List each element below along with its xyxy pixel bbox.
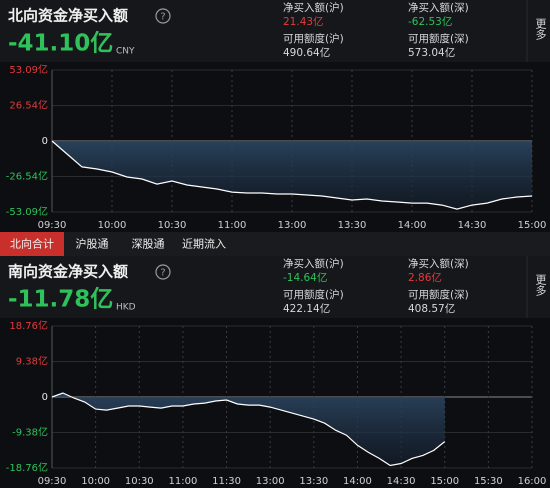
- y-tick-label: -53.09亿: [6, 205, 48, 218]
- y-tick-label: -26.54亿: [6, 169, 48, 182]
- y-tick-label: 9.38亿: [16, 355, 48, 368]
- currency: HKD: [116, 303, 136, 313]
- stat-label: 可用额度(沪): [283, 32, 344, 45]
- tab[interactable]: 北向合计: [10, 237, 54, 251]
- stat-value: 2.86亿: [408, 271, 442, 284]
- stat-value: 422.14亿: [283, 302, 330, 315]
- x-tick-label: 15:00: [518, 220, 547, 231]
- y-tick-label: 0: [42, 136, 48, 147]
- x-tick-label: 14:30: [387, 476, 416, 487]
- x-tick-label: 11:00: [218, 220, 247, 231]
- stat-label: 可用额度(深): [408, 288, 469, 301]
- x-tick-label: 10:00: [81, 476, 110, 487]
- tab-bar-bg: [0, 232, 550, 256]
- area: [52, 393, 445, 466]
- stat-value: 21.43亿: [283, 15, 324, 28]
- south-panel: 南向资金净买入额 ? -11.78亿 HKD 净买入额(沪)-14.64亿 净买入额(深)…: [0, 256, 550, 488]
- more-button[interactable]: 更多: [534, 274, 547, 297]
- header-bg: [0, 0, 550, 62]
- x-tick-label: 09:30: [38, 220, 67, 231]
- x-tick-label: 13:30: [299, 476, 328, 487]
- stat-value: -14.64亿: [283, 271, 327, 284]
- stat-value: 573.04亿: [408, 46, 455, 59]
- net-value: -11.78亿: [8, 287, 113, 313]
- y-tick-label: 18.76亿: [9, 319, 48, 332]
- x-tick-label: 14:00: [398, 220, 427, 231]
- panel-title: 南向资金净买入额: [8, 263, 128, 281]
- x-tick-label: 13:30: [338, 220, 367, 231]
- area: [52, 141, 532, 210]
- help-icon-circle[interactable]: [155, 8, 171, 24]
- stat-value: -62.53亿: [408, 15, 452, 28]
- tab[interactable]: 近期流入: [182, 237, 226, 251]
- header-bg: [0, 256, 550, 318]
- y-tick-label: 26.54亿: [9, 99, 48, 112]
- x-tick-label: 09:30: [38, 476, 67, 487]
- x-tick-label: 15:30: [474, 476, 503, 487]
- stat-value: 490.64亿: [283, 46, 330, 59]
- x-tick-label: 10:00: [98, 220, 127, 231]
- x-tick-label: 15:00: [430, 476, 459, 487]
- stat-value: 408.57亿: [408, 302, 455, 315]
- line: [51, 392, 446, 467]
- x-tick-label: 14:00: [343, 476, 372, 487]
- net-value: -41.10亿: [8, 31, 113, 57]
- tab-active-bg[interactable]: [0, 232, 64, 256]
- y-tick-label: 53.09亿: [9, 63, 48, 76]
- help-icon-circle[interactable]: [155, 264, 171, 280]
- more-button[interactable]: 更多: [534, 18, 547, 41]
- stat-label: 可用额度(深): [408, 32, 469, 45]
- tab[interactable]: 深股通: [132, 238, 165, 251]
- currency: CNY: [116, 47, 135, 57]
- tab-bar: 北向合计 沪股通 深股通 近期流入: [0, 232, 550, 256]
- stat-label: 净买入额(沪): [283, 1, 344, 14]
- stat-label: 净买入额(沪): [283, 257, 344, 270]
- x-tick-label: 11:00: [168, 476, 197, 487]
- y-tick-label: -9.38亿: [12, 426, 48, 439]
- x-tick-label: 13:00: [278, 220, 307, 231]
- panel-title: 北向资金净买入额: [8, 7, 128, 25]
- line: [51, 140, 533, 210]
- stat-label: 净买入额(深): [408, 257, 469, 270]
- stat-label: 可用额度(沪): [283, 288, 344, 301]
- north-panel: 北向资金净买入额 ?-41.10亿 CNY净买入额(沪)21.43亿净买入额(深)-…: [0, 0, 550, 232]
- help-icon[interactable]: ?: [160, 12, 165, 23]
- help-icon[interactable]: ?: [160, 268, 165, 279]
- x-tick-label: 10:30: [125, 476, 154, 487]
- x-tick-label: 13:00: [256, 476, 285, 487]
- x-tick-label: 14:30: [458, 220, 487, 231]
- tab[interactable]: 沪股通: [76, 237, 109, 251]
- x-tick-label: 11:30: [212, 476, 241, 487]
- x-tick-label: 16:00: [518, 476, 547, 487]
- x-tick-label: 10:30: [158, 220, 187, 231]
- y-tick-label: 0: [42, 392, 48, 403]
- stat-label: 净买入额(深): [408, 1, 469, 14]
- y-tick-label: -18.76亿: [6, 461, 48, 474]
